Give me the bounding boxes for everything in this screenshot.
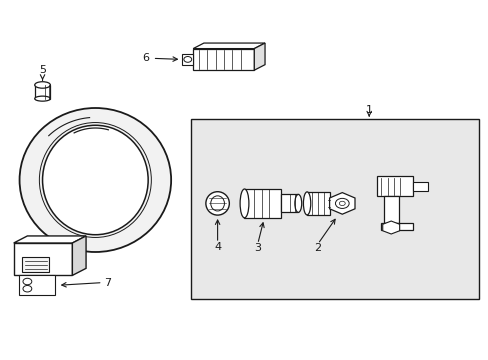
Polygon shape — [193, 43, 264, 49]
Circle shape — [23, 278, 32, 285]
Text: 5: 5 — [39, 65, 46, 75]
Polygon shape — [14, 236, 86, 243]
Ellipse shape — [240, 189, 248, 218]
Ellipse shape — [20, 108, 171, 252]
Bar — [376, 176, 412, 196]
Bar — [193, 49, 254, 70]
Bar — [22, 257, 49, 272]
Bar — [281, 194, 298, 212]
Text: 1: 1 — [365, 105, 372, 115]
Ellipse shape — [42, 125, 148, 235]
Bar — [182, 54, 193, 65]
Bar — [244, 189, 281, 218]
Ellipse shape — [35, 96, 50, 101]
Circle shape — [339, 201, 345, 206]
Bar — [383, 196, 398, 223]
Polygon shape — [382, 221, 399, 234]
Text: 3: 3 — [254, 243, 261, 253]
Text: 7: 7 — [104, 278, 111, 288]
Bar — [381, 223, 412, 230]
Circle shape — [335, 198, 348, 208]
Polygon shape — [254, 43, 264, 70]
Polygon shape — [329, 193, 354, 214]
Circle shape — [183, 57, 191, 62]
Text: 4: 4 — [214, 242, 221, 252]
Ellipse shape — [205, 192, 229, 215]
Bar — [306, 192, 329, 215]
Bar — [412, 182, 427, 191]
Ellipse shape — [210, 196, 224, 211]
Ellipse shape — [294, 194, 301, 212]
Bar — [190, 119, 478, 299]
Bar — [19, 275, 55, 295]
Bar — [35, 85, 50, 99]
Ellipse shape — [303, 192, 310, 215]
Bar — [14, 243, 72, 275]
Circle shape — [23, 285, 32, 292]
Text: 6: 6 — [142, 53, 149, 63]
Text: 2: 2 — [314, 243, 321, 253]
Ellipse shape — [35, 82, 50, 88]
Polygon shape — [72, 236, 86, 275]
